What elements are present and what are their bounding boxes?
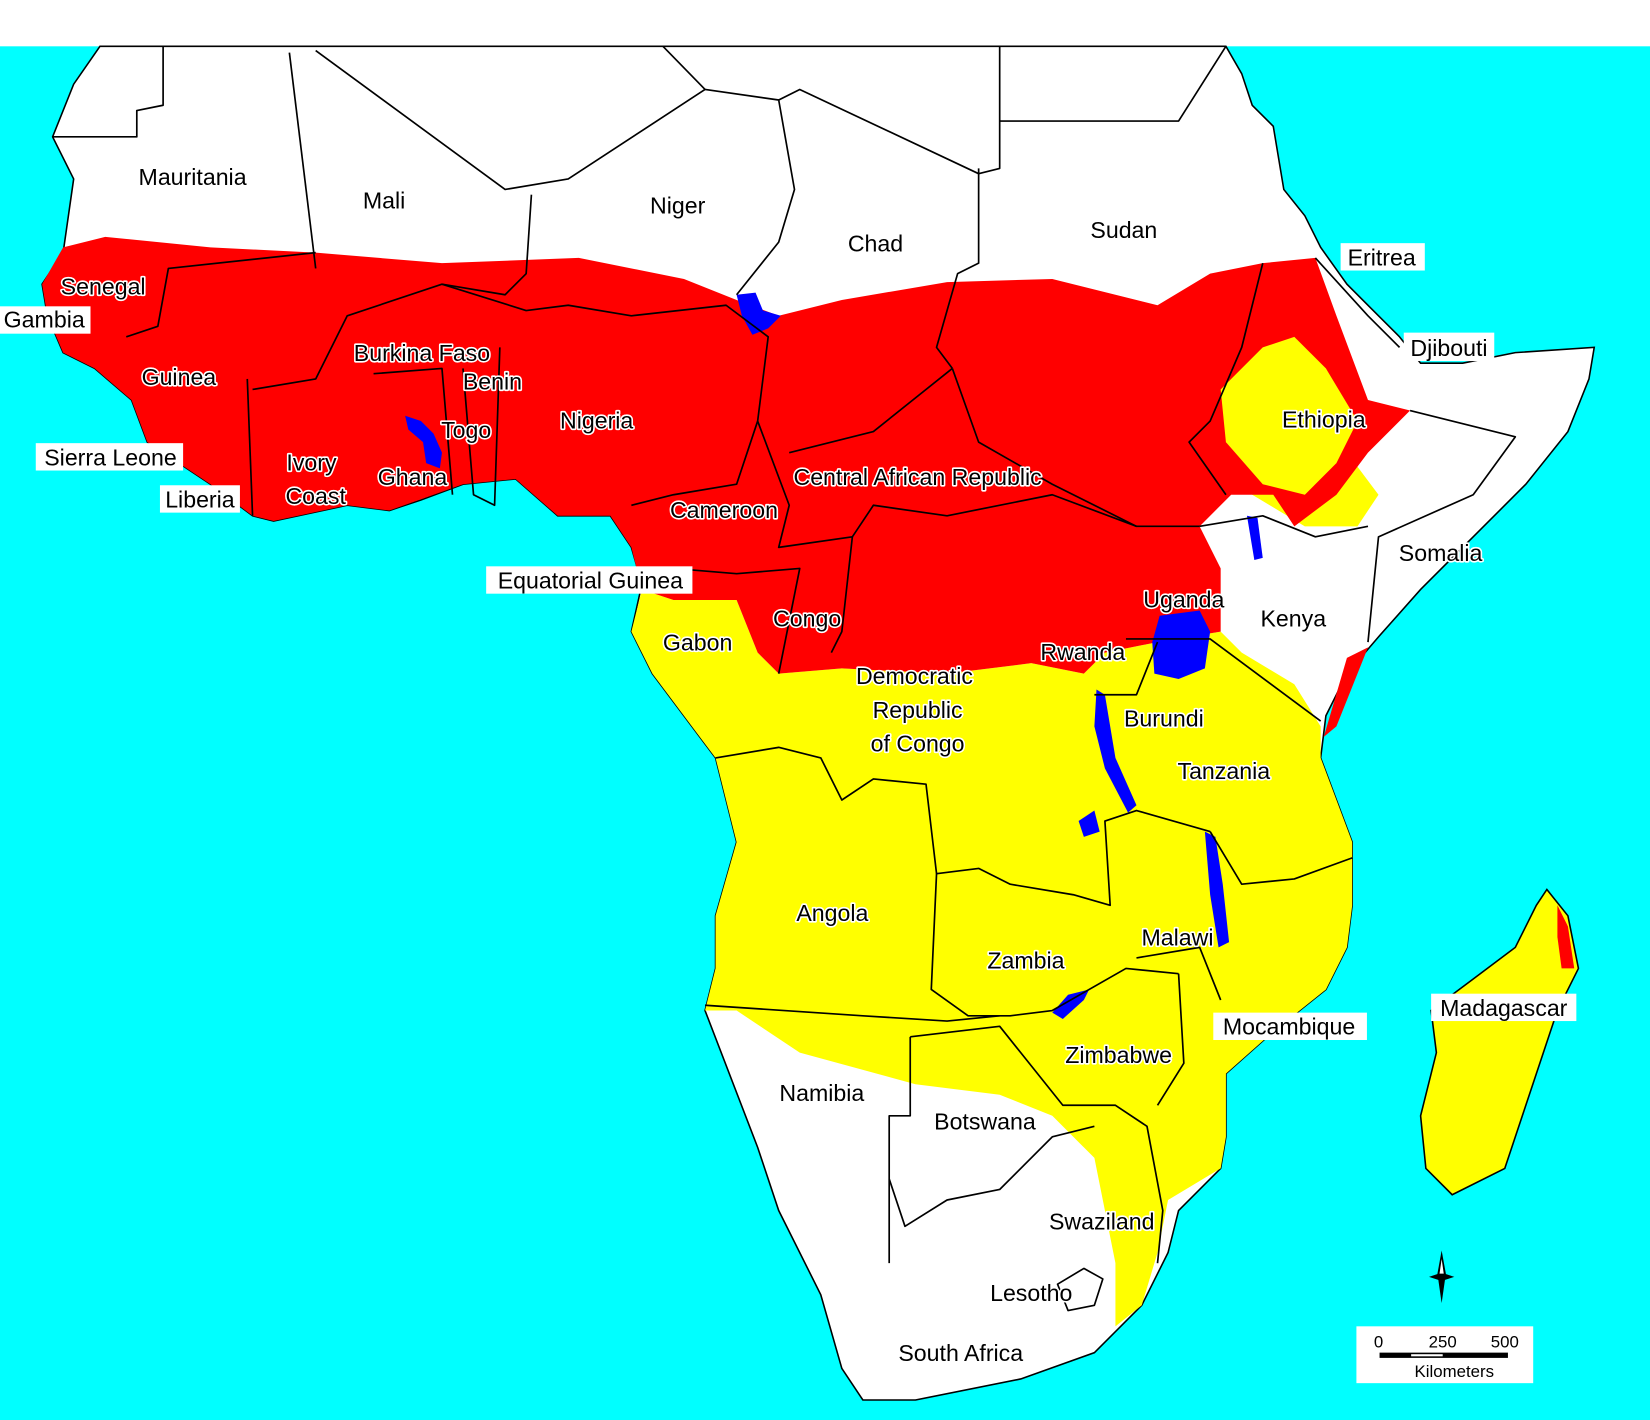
scale-unit: Kilometers	[1415, 1362, 1494, 1381]
label-gabon: Gabon	[663, 630, 732, 656]
label-box-sierra-leone	[35, 443, 184, 471]
label-guinea: Guinea	[142, 364, 217, 390]
label-madagascar: Madagascar	[1440, 995, 1568, 1021]
red-zone-madagascar	[1557, 905, 1575, 969]
label-niger: Niger	[650, 193, 706, 219]
lake-volta	[405, 415, 442, 469]
label-rwanda: Rwanda	[1040, 639, 1125, 665]
label-benin: Benin	[463, 368, 522, 394]
yellow-zone-ethiopia	[1220, 336, 1358, 495]
lake-tanganyika	[1094, 689, 1137, 813]
lake-malawi	[1204, 831, 1230, 948]
label-central-african-republic: Central African Republic	[793, 464, 1041, 490]
label-botswana: Botswana	[934, 1108, 1036, 1134]
label-uganda: Uganda	[1143, 586, 1224, 612]
lake-mweru	[1078, 810, 1100, 837]
label-djibouti: Djibouti	[1410, 335, 1487, 361]
label-burundi: Burundi	[1124, 705, 1204, 731]
label-zimbabwe: Zimbabwe	[1065, 1042, 1172, 1068]
label-equatorial-guinea: Equatorial Guinea	[498, 567, 683, 593]
label-chad: Chad	[848, 231, 903, 257]
label-box-madagascar	[1431, 993, 1577, 1022]
label-namibia: Namibia	[779, 1080, 864, 1106]
scale-bar: 0 250 500 Kilometers	[1356, 1326, 1534, 1384]
label-angola: Angola	[796, 900, 868, 926]
label-ethiopia: Ethiopia	[1282, 406, 1366, 432]
label-eritrea: Eritrea	[1348, 244, 1416, 270]
lake-victoria	[1152, 610, 1211, 679]
label-mauritania: Mauritania	[139, 164, 247, 190]
scale-bar-segment-light	[1411, 1354, 1443, 1357]
lake-turkana	[1246, 515, 1263, 560]
label-ivory: Ivory	[286, 450, 337, 476]
label-sudan: Sudan	[1090, 217, 1157, 243]
label-tanzania: Tanzania	[1178, 758, 1271, 784]
label-south-africa: South Africa	[898, 1340, 1023, 1366]
label-mali: Mali	[363, 187, 405, 213]
label-drc-line3: of Congo	[871, 731, 965, 757]
label-drc-line2: Republic	[873, 697, 963, 723]
yellow-zone	[631, 589, 1353, 1327]
red-zone-kenya-coast	[1323, 647, 1368, 737]
label-coast: Coast	[285, 483, 346, 509]
scale-tick-500: 500	[1491, 1332, 1519, 1351]
top-margin	[0, 0, 1650, 47]
label-kenya: Kenya	[1260, 605, 1326, 631]
water-bodies	[405, 292, 1263, 1019]
label-box-djibouti	[1403, 332, 1495, 362]
scale-tick-0: 0	[1374, 1332, 1383, 1351]
label-cameroon: Cameroon	[670, 497, 778, 523]
label-mocambique: Mocambique	[1223, 1014, 1355, 1040]
label-swaziland: Swaziland	[1049, 1208, 1154, 1234]
scale-tick-250: 250	[1429, 1332, 1457, 1351]
label-burkina-faso: Burkina Faso	[354, 340, 490, 366]
label-sierra-leone: Sierra Leone	[44, 444, 176, 470]
label-box-liberia	[159, 485, 240, 513]
label-lesotho: Lesotho	[990, 1280, 1072, 1306]
label-drc-line1: Democratic	[856, 663, 973, 689]
label-senegal: Senegal	[61, 274, 146, 300]
scale-bar-segment	[1379, 1352, 1508, 1358]
label-somalia: Somalia	[1399, 540, 1483, 566]
lake-kariba	[1052, 989, 1090, 1019]
label-liberia: Liberia	[165, 486, 235, 512]
country-labels: Mauritania Mali Niger Chad Sudan Eritrea…	[0, 163, 1577, 1368]
label-nigeria: Nigeria	[560, 407, 633, 433]
label-zambia: Zambia	[987, 947, 1064, 973]
label-malawi: Malawi	[1142, 924, 1214, 950]
lake-chad	[736, 292, 781, 335]
label-box-eritrea	[1340, 243, 1425, 271]
label-togo: Togo	[441, 417, 491, 443]
label-gambia: Gambia	[4, 306, 85, 332]
label-ghana: Ghana	[378, 464, 448, 490]
red-zone	[42, 236, 1411, 674]
label-box-gambia	[0, 306, 91, 334]
label-box-mocambique	[1213, 1012, 1367, 1040]
label-congo: Congo	[773, 605, 841, 631]
yellow-zone-madagascar	[1419, 888, 1580, 1196]
label-box-equatorial-guinea	[486, 566, 693, 594]
